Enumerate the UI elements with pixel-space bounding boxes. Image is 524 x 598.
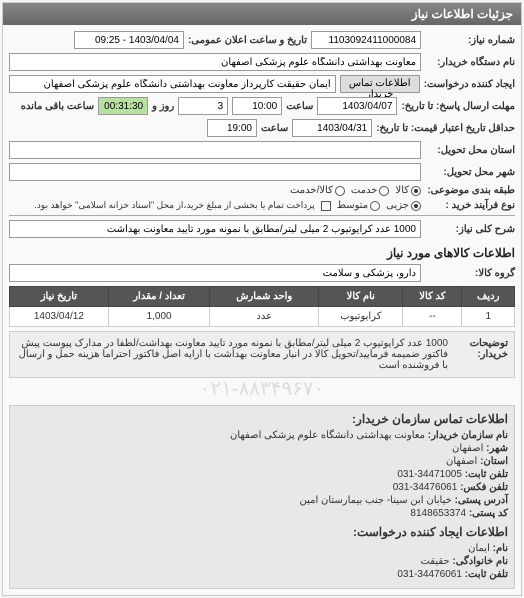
- requester-input[interactable]: [9, 53, 421, 71]
- announce-datetime-input[interactable]: [74, 31, 184, 49]
- time-label-2: ساعت: [261, 123, 288, 134]
- delivery-province-input[interactable]: [9, 141, 421, 159]
- row-subject-class: طبقه بندی موضوعی: کالا خدمت کالا/خدمت: [9, 185, 515, 196]
- radio-goods[interactable]: کالا: [395, 185, 421, 196]
- delivery-province-label: استان محل تحویل:: [425, 145, 515, 156]
- contact-province: استان: اصفهان: [16, 456, 508, 467]
- creator-name: نام: ایمان: [16, 543, 508, 554]
- row-creator: ایجاد کننده درخواست: اطلاعات تماس خریدار: [9, 75, 515, 93]
- contact-header: اطلاعات تماس سازمان خریدار:: [16, 412, 508, 426]
- process-type-radios: جزیی متوسط پرداخت تمام یا بخشی از مبلغ خ…: [34, 200, 421, 211]
- td-unit: عدد: [210, 307, 319, 327]
- process-type-label: نوع فرآیند خرید :: [425, 200, 515, 211]
- contact-postal-code: کد پستی: 8148653374: [16, 508, 508, 519]
- reply-deadline-label: مهلت ارسال پاسخ: تا تاریخ:: [401, 101, 515, 112]
- creator-lname: نام خانوادگی: حقیقت: [16, 556, 508, 567]
- buyer-desc-label: توضیحات خریدار:: [448, 338, 508, 371]
- announce-datetime-label: تاریخ و ساعت اعلان عمومی:: [188, 35, 307, 46]
- time-label-1: ساعت: [286, 101, 313, 112]
- radio-dot-icon: [411, 186, 421, 196]
- row-need-number: شماره نیاز: تاریخ و ساعت اعلان عمومی:: [9, 31, 515, 49]
- buyer-desc-text: 1000 عدد کرایوتیوب 2 میلی لیتر/مطابق با …: [16, 338, 448, 371]
- reply-date-input[interactable]: [317, 97, 397, 115]
- delivery-city-input[interactable]: [9, 163, 421, 181]
- buyer-contact-button[interactable]: اطلاعات تماس خریدار: [340, 75, 420, 93]
- row-requester: نام دستگاه خریدار:: [9, 53, 515, 71]
- th-date: تاریخ نیاز: [10, 287, 109, 307]
- td-qty: 1,000: [108, 307, 210, 327]
- remain-time-input[interactable]: [98, 97, 148, 115]
- payment-note: پرداخت تمام یا بخشی از مبلغ خرید،از محل …: [34, 200, 314, 211]
- th-name: نام کالا: [319, 287, 403, 307]
- row-need-title: شرح کلی نیاز:: [9, 220, 515, 238]
- row-goods-group: گروه کالا:: [9, 264, 515, 282]
- separator: [9, 215, 515, 216]
- details-panel: جزئیات اطلاعات نیاز شماره نیاز: تاریخ و …: [2, 2, 522, 596]
- row-reply-deadline: مهلت ارسال پاسخ: تا تاریخ: ساعت روز و سا…: [9, 97, 515, 115]
- td-name: کرایوتیوب: [319, 307, 403, 327]
- creator-phone: تلفن ثابت: 34476061-031: [16, 569, 508, 580]
- td-code: --: [403, 307, 462, 327]
- need-number-label: شماره نیاز:: [425, 35, 515, 46]
- contact-section: اطلاعات تماس سازمان خریدار: نام سازمان خ…: [9, 405, 515, 589]
- need-title-input[interactable]: [9, 220, 421, 238]
- price-valid-time-input[interactable]: [207, 119, 257, 137]
- contact-fax: تلفن فکس: 34476061-031: [16, 482, 508, 493]
- requester-label: نام دستگاه خریدار:: [425, 57, 515, 68]
- creator-role-input[interactable]: [9, 75, 336, 93]
- th-qty: تعداد / مقدار: [108, 287, 210, 307]
- goods-group-label: گروه کالا:: [425, 268, 515, 279]
- price-valid-date-input[interactable]: [292, 119, 372, 137]
- radio-dot-icon: [411, 201, 421, 211]
- goods-group-input[interactable]: [9, 264, 421, 282]
- td-date: 1403/04/12: [10, 307, 109, 327]
- radio-dot-icon: [335, 186, 345, 196]
- radio-dot-icon: [379, 186, 389, 196]
- radio-goods-service[interactable]: کالا/خدمت: [290, 185, 345, 196]
- radio-dot-icon: [370, 201, 380, 211]
- subject-class-label: طبقه بندی موضوعی:: [425, 185, 515, 196]
- panel-body: شماره نیاز: تاریخ و ساعت اعلان عمومی: نا…: [3, 25, 521, 595]
- panel-title: جزئیات اطلاعات نیاز: [3, 3, 521, 25]
- creator-contact-header: اطلاعات ایجاد کننده درخواست:: [16, 525, 508, 539]
- reply-time-input[interactable]: [232, 97, 282, 115]
- buyer-desc-box: توضیحات خریدار: 1000 عدد کرایوتیوب 2 میل…: [9, 331, 515, 378]
- th-unit: واحد شمارش: [210, 287, 319, 307]
- th-code: کد کالا: [403, 287, 462, 307]
- watermark: ۰۲۱-۸۸۳۴۹۶۷۰: [9, 376, 515, 401]
- subject-class-radios: کالا خدمت کالا/خدمت: [290, 185, 421, 196]
- row-delivery-city: شهر محل تحویل:: [9, 163, 515, 181]
- contact-city: شهر: اصفهان: [16, 443, 508, 454]
- radio-partial[interactable]: جزیی: [386, 200, 421, 211]
- creator-label: ایجاد کننده درخواست:: [424, 79, 515, 90]
- contact-postal-addr: آدرس پستی: خیابان ابن سینا- جنب بیمارستا…: [16, 495, 508, 506]
- goods-table: ردیف کد کالا نام کالا واحد شمارش تعداد /…: [9, 286, 515, 327]
- day-label: روز و: [152, 101, 174, 112]
- contact-org: نام سازمان خریدار: معاونت بهداشتی دانشگا…: [16, 430, 508, 441]
- goods-section-title: اطلاعات کالاهای مورد نیاز: [9, 246, 515, 260]
- contact-phone: تلفن ثابت: 34471005-031: [16, 469, 508, 480]
- row-process-type: نوع فرآیند خرید : جزیی متوسط پرداخت تمام…: [9, 200, 515, 211]
- row-price-valid: حداقل تاریخ اعتبار قیمت: تا تاریخ: ساعت: [9, 119, 515, 137]
- days-remain-input[interactable]: [178, 97, 228, 115]
- table-header-row: ردیف کد کالا نام کالا واحد شمارش تعداد /…: [10, 287, 515, 307]
- radio-medium[interactable]: متوسط: [337, 200, 380, 211]
- th-row: ردیف: [462, 287, 515, 307]
- row-delivery-province: استان محل تحویل:: [9, 141, 515, 159]
- remain-label: ساعت باقی مانده: [21, 101, 94, 112]
- price-valid-label: حداقل تاریخ اعتبار قیمت: تا تاریخ:: [376, 123, 515, 134]
- td-row: 1: [462, 307, 515, 327]
- table-row: 1 -- کرایوتیوب عدد 1,000 1403/04/12: [10, 307, 515, 327]
- delivery-city-label: شهر محل تحویل:: [425, 167, 515, 178]
- need-number-input[interactable]: [311, 31, 421, 49]
- radio-service[interactable]: خدمت: [351, 185, 390, 196]
- payment-checkbox[interactable]: [321, 201, 331, 211]
- need-title-label: شرح کلی نیاز:: [425, 224, 515, 235]
